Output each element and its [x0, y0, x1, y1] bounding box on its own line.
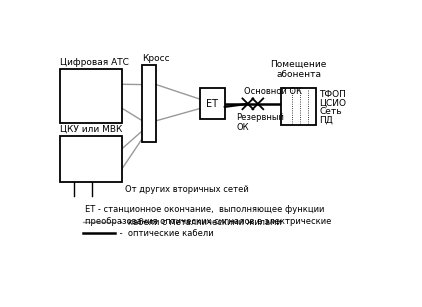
Bar [60, 136, 122, 182]
Text: ЦКУ или МВК: ЦКУ или МВК [60, 125, 122, 134]
Text: Основной ОК: Основной ОК [244, 87, 302, 96]
Bar [60, 69, 122, 123]
Text: Помещение
абонента: Помещение абонента [271, 60, 327, 79]
Text: ЕТ - станционное окончание,  выполняющее функции
преобразования оптических сигна: ЕТ - станционное окончание, выполняющее … [84, 205, 331, 226]
Text: От других вторичных сетей: От других вторичных сетей [125, 185, 249, 194]
Text: ЦСИО: ЦСИО [319, 99, 346, 107]
Text: ТФОП: ТФОП [319, 90, 346, 99]
Text: Резервный
ОК: Резервный ОК [236, 113, 284, 132]
Text: ПД: ПД [319, 115, 333, 125]
Bar [142, 65, 156, 142]
Text: Кросс: Кросс [142, 54, 170, 63]
Text: Сеть: Сеть [319, 107, 342, 116]
Bar [200, 88, 225, 119]
Text: Цифровая АТС: Цифровая АТС [60, 58, 129, 67]
Text: -  кабели с металлическими жилами: - кабели с металлическими жилами [117, 218, 282, 227]
Text: ЕТ: ЕТ [206, 99, 219, 109]
Text: -  оптические кабели: - оптические кабели [117, 229, 214, 238]
Bar [281, 88, 316, 125]
